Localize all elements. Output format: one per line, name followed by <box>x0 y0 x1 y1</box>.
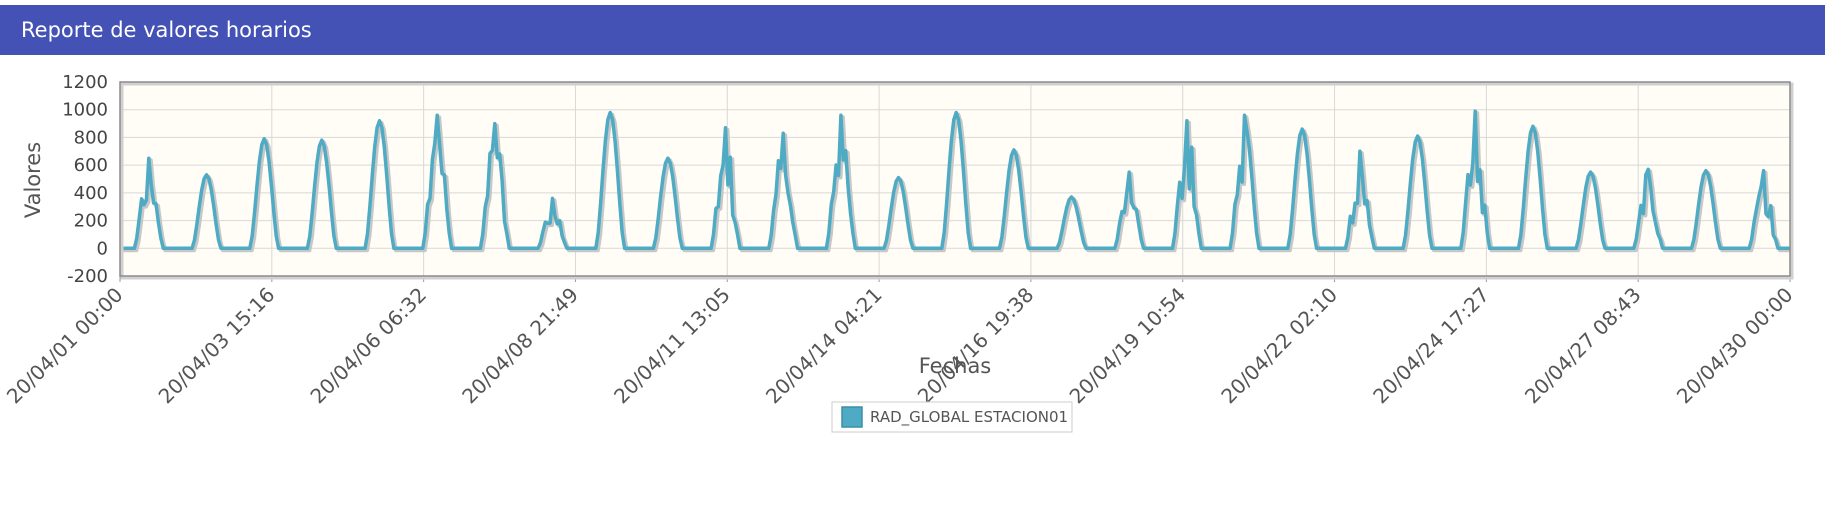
y-tick-label: 800 <box>74 127 108 148</box>
y-tick-label: 400 <box>74 183 108 204</box>
legend-box <box>831 401 1073 433</box>
x-tick-label: 20/04/01 00:00 <box>2 283 128 409</box>
x-tick-label: 20/04/22 02:10 <box>1216 283 1342 409</box>
x-tick-label: 20/04/11 13:05 <box>609 283 735 409</box>
x-tick-label: 20/04/16 19:38 <box>913 283 1039 409</box>
x-tick-label: 20/04/08 21:49 <box>457 283 583 409</box>
series-line-rad-global[interactable] <box>120 109 1790 251</box>
y-axis-title: Valores <box>21 142 45 218</box>
x-axis-title: Fechas <box>919 354 992 378</box>
report-title: Reporte de valores horarios <box>21 18 312 42</box>
legend-swatch <box>841 406 863 428</box>
y-tick-label: 1000 <box>62 100 108 121</box>
chart-legend[interactable]: RAD_GLOBAL ESTACION01 <box>831 401 1073 433</box>
plot-frame-shadow <box>120 82 1794 280</box>
x-tick-label: 20/04/30 00:00 <box>1672 283 1798 409</box>
x-tick-label: 20/04/06 06:32 <box>305 283 431 409</box>
y-tick-label: -200 <box>67 266 108 287</box>
x-tick-label: 20/04/19 10:54 <box>1065 283 1191 409</box>
x-tick-label: 20/04/14 04:21 <box>761 283 887 409</box>
report-header: Reporte de valores horarios <box>0 5 1825 55</box>
y-tick-label: 600 <box>74 155 108 176</box>
x-tick-label: 20/04/03 15:16 <box>154 283 280 409</box>
y-tick-label: 1200 <box>62 72 108 93</box>
x-tick-label: 20/04/24 17:27 <box>1368 283 1494 409</box>
y-tick-label: 0 <box>97 238 108 259</box>
plot-frame <box>119 81 1791 277</box>
x-tick-label: 20/04/27 08:43 <box>1520 283 1646 409</box>
hourly-values-chart: 1200 1000 800 600 400 200 0 -200 20/04/01 00:00… <box>2 72 1798 433</box>
legend-label: RAD_GLOBAL ESTACION01 <box>870 408 1068 427</box>
y-tick-label: 200 <box>74 211 108 232</box>
